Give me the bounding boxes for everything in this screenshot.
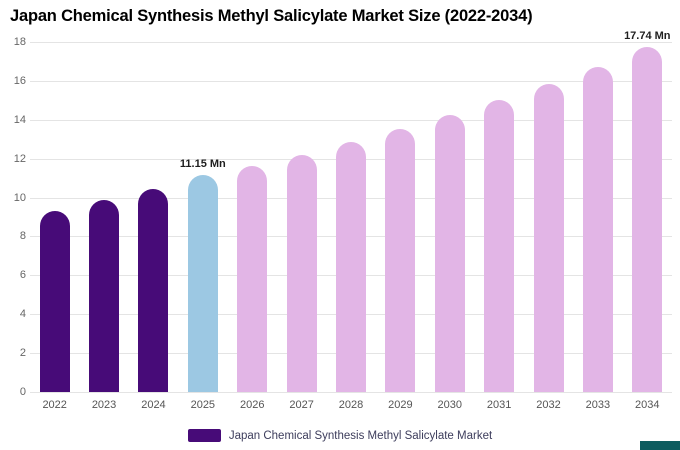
bar-2033 xyxy=(582,67,613,392)
bar-2032 xyxy=(533,83,564,392)
y-tick-label-14: 14 xyxy=(13,113,26,126)
data-label-2034: 17.74 Mn xyxy=(624,30,671,43)
bar-2034 xyxy=(632,47,663,392)
bar-2022 xyxy=(39,211,70,392)
x-tick-label-2030: 2030 xyxy=(437,399,462,411)
bar-2024 xyxy=(138,188,169,392)
y-tick-label-4: 4 xyxy=(19,308,26,321)
x-tick-label-2025: 2025 xyxy=(190,399,216,411)
bar-2026 xyxy=(237,166,268,392)
x-tick-label-2023: 2023 xyxy=(91,399,117,411)
gridline-18 xyxy=(30,42,672,43)
brand-accent-bar xyxy=(640,441,680,450)
legend: Japan Chemical Synthesis Methyl Salicyla… xyxy=(0,429,680,442)
x-tick-label-2032: 2032 xyxy=(536,399,561,411)
bar-2030 xyxy=(434,114,465,392)
gridline-0 xyxy=(30,392,672,393)
y-tick-label-18: 18 xyxy=(13,36,26,48)
bar-2031 xyxy=(484,100,515,392)
x-tick-label-2034: 2034 xyxy=(635,399,660,411)
x-tick-label-2033: 2033 xyxy=(585,399,611,411)
y-tick-label-12: 12 xyxy=(13,152,26,165)
bar-2029 xyxy=(385,128,416,392)
x-tick-label-2022: 2022 xyxy=(42,399,67,411)
y-tick-label-0: 0 xyxy=(19,386,26,398)
x-tick-label-2027: 2027 xyxy=(289,399,314,411)
legend-label: Japan Chemical Synthesis Methyl Salicyla… xyxy=(228,429,493,442)
gridline-14 xyxy=(30,119,672,121)
bar-2025 xyxy=(187,175,218,392)
y-tick-label-6: 6 xyxy=(19,269,26,282)
y-tick-label-2: 2 xyxy=(19,347,26,360)
x-tick-label-2024: 2024 xyxy=(141,399,166,411)
legend-swatch xyxy=(187,429,221,442)
bar-2028 xyxy=(336,142,366,392)
x-tick-label-2029: 2029 xyxy=(388,399,413,411)
y-tick-label-10: 10 xyxy=(13,191,26,204)
gridline-16 xyxy=(30,80,672,82)
x-tick-label-2026: 2026 xyxy=(239,399,265,411)
y-tick-label-8: 8 xyxy=(19,230,26,243)
x-tick-label-2031: 2031 xyxy=(486,399,512,411)
y-tick-label-16: 16 xyxy=(13,74,26,87)
chart-title: Japan Chemical Synthesis Methyl Salicyla… xyxy=(10,7,533,25)
bar-2027 xyxy=(286,154,317,392)
bar-2023 xyxy=(89,199,120,392)
data-label-2025: 11.15 Mn xyxy=(179,158,226,171)
x-tick-label-2028: 2028 xyxy=(338,399,364,411)
